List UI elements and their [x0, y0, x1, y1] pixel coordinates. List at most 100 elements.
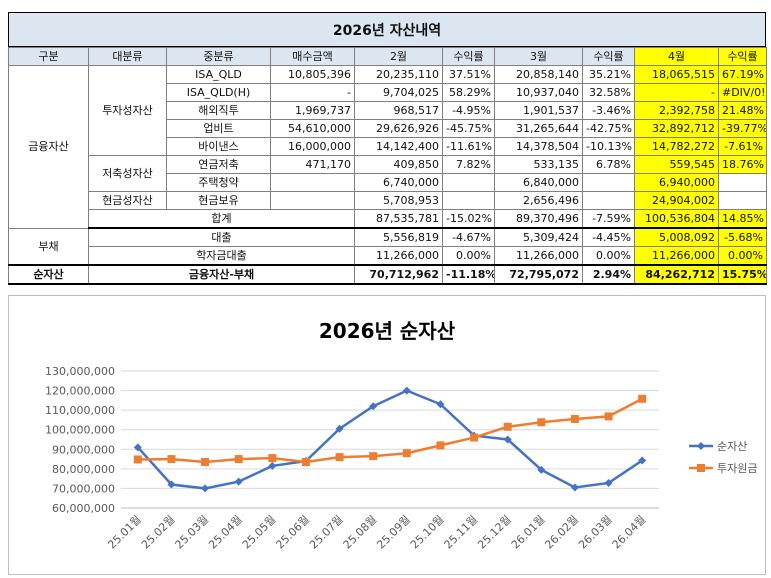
feb-cell[interactable]: 6,740,000: [354, 173, 443, 192]
mar-rate-cell[interactable]: [582, 191, 635, 210]
mar-rate-cell[interactable]: 0.00%: [582, 246, 635, 266]
apr-rate-cell[interactable]: #DIV/0!: [718, 83, 767, 102]
data-point[interactable]: [436, 441, 445, 450]
mar-cell[interactable]: 14,378,504: [494, 137, 583, 156]
data-point[interactable]: [537, 418, 546, 427]
data-point[interactable]: [436, 400, 445, 409]
data-point[interactable]: [301, 458, 310, 467]
feb-cell[interactable]: 409,850: [354, 155, 443, 174]
header-cell[interactable]: 3월: [494, 47, 583, 66]
data-point[interactable]: [234, 455, 243, 464]
mar-cell[interactable]: 6,840,000: [494, 173, 583, 192]
apr-rate-cell[interactable]: [718, 173, 767, 192]
feb-rate-cell[interactable]: -4.95%: [442, 101, 495, 120]
data-point[interactable]: [470, 433, 479, 442]
mar-rate-cell[interactable]: 2.94%: [582, 264, 635, 285]
data-point[interactable]: [503, 435, 512, 444]
feb-rate-cell[interactable]: 0.00%: [442, 246, 495, 266]
feb-rate-cell[interactable]: -4.67%: [442, 227, 495, 247]
mar-rate-cell[interactable]: 6.78%: [582, 155, 635, 174]
item-name[interactable]: ISA_QLD: [166, 65, 271, 84]
apr-rate-cell[interactable]: -7.61%: [718, 137, 767, 156]
mar-cell[interactable]: 11,266,000: [494, 246, 583, 266]
data-point[interactable]: [570, 483, 579, 492]
apr-cell[interactable]: -: [634, 83, 719, 102]
apr-cell[interactable]: 84,262,712: [634, 264, 719, 285]
data-point[interactable]: [604, 478, 613, 487]
feb-rate-cell[interactable]: -11.61%: [442, 137, 495, 156]
feb-cell[interactable]: 29,626,926: [354, 119, 443, 138]
group-net[interactable]: 순자산: [8, 264, 89, 285]
feb-rate-cell[interactable]: -45.75%: [442, 119, 495, 138]
apr-rate-cell[interactable]: 21.48%: [718, 101, 767, 120]
feb-cell[interactable]: 5,556,819: [354, 227, 443, 247]
apr-cell[interactable]: 11,266,000: [634, 246, 719, 266]
apr-cell[interactable]: 24,904,002: [634, 191, 719, 210]
apr-cell[interactable]: 2,392,758: [634, 101, 719, 120]
mar-cell[interactable]: 10,937,040: [494, 83, 583, 102]
data-point[interactable]: [369, 452, 378, 461]
group-cash[interactable]: 현금성자산: [88, 191, 167, 210]
data-point[interactable]: [335, 424, 344, 433]
data-point[interactable]: [133, 455, 142, 464]
data-point[interactable]: [201, 484, 210, 493]
legend-item[interactable]: 순자산: [689, 440, 747, 453]
header-cell[interactable]: 구분: [8, 47, 89, 66]
data-point[interactable]: [503, 422, 512, 431]
item-name[interactable]: 주택청약: [166, 173, 271, 192]
feb-cell[interactable]: 14,142,400: [354, 137, 443, 156]
header-cell[interactable]: 수익률: [582, 47, 635, 66]
mar-rate-cell[interactable]: -7.59%: [582, 209, 635, 229]
mar-rate-cell[interactable]: -10.13%: [582, 137, 635, 156]
feb-cell[interactable]: 70,712,962: [354, 264, 443, 285]
mar-cell[interactable]: 89,370,496: [494, 209, 583, 229]
buy-cell[interactable]: -: [270, 83, 355, 102]
apr-cell[interactable]: 559,545: [634, 155, 719, 174]
buy-cell[interactable]: 16,000,000: [270, 137, 355, 156]
apr-rate-cell[interactable]: -39.77%: [718, 119, 767, 138]
mar-cell[interactable]: 533,135: [494, 155, 583, 174]
item-name[interactable]: 현금보유: [166, 191, 271, 210]
buy-cell[interactable]: [270, 191, 355, 210]
data-point[interactable]: [604, 412, 613, 421]
feb-cell[interactable]: 11,266,000: [354, 246, 443, 266]
buy-cell[interactable]: 1,969,737: [270, 101, 355, 120]
feb-cell[interactable]: 20,235,110: [354, 65, 443, 84]
feb-cell[interactable]: 9,704,025: [354, 83, 443, 102]
mar-rate-cell[interactable]: [582, 173, 635, 192]
net-asset-chart[interactable]: 2026년 순자산 60,000,000 70,000,000 80,000,000…: [8, 295, 766, 575]
apr-cell[interactable]: 14,782,272: [634, 137, 719, 156]
item-name[interactable]: 해외직투: [166, 101, 271, 120]
data-point[interactable]: [402, 386, 411, 395]
header-cell[interactable]: 중분류: [166, 47, 271, 66]
apr-cell[interactable]: 100,536,804: [634, 209, 719, 229]
item-name[interactable]: 바이낸스: [166, 137, 271, 156]
mar-cell[interactable]: 2,656,496: [494, 191, 583, 210]
apr-cell[interactable]: 32,892,712: [634, 119, 719, 138]
item-name[interactable]: 연금저축: [166, 155, 271, 174]
feb-rate-cell[interactable]: 37.51%: [442, 65, 495, 84]
header-cell[interactable]: 수익률: [718, 47, 767, 66]
item-name[interactable]: 업비트: [166, 119, 271, 138]
data-point[interactable]: [268, 454, 277, 463]
data-point[interactable]: [133, 443, 142, 452]
buy-cell[interactable]: [270, 173, 355, 192]
data-point[interactable]: [234, 477, 243, 486]
feb-cell[interactable]: 968,517: [354, 101, 443, 120]
data-point[interactable]: [638, 456, 647, 465]
data-point[interactable]: [402, 449, 411, 458]
apr-rate-cell[interactable]: 14.85%: [718, 209, 767, 229]
mar-rate-cell[interactable]: 35.21%: [582, 65, 635, 84]
apr-cell[interactable]: 5,008,092: [634, 227, 719, 247]
group-growth[interactable]: 투자성자산: [88, 65, 167, 156]
item-name[interactable]: 학자금대출: [88, 246, 355, 266]
item-name[interactable]: ISA_QLD(H): [166, 83, 271, 102]
header-cell[interactable]: 대분류: [88, 47, 167, 66]
mar-cell[interactable]: 1,901,537: [494, 101, 583, 120]
header-cell[interactable]: 2월: [354, 47, 443, 66]
group-financial[interactable]: 금융자산: [8, 65, 89, 229]
total-label[interactable]: 합계: [88, 209, 355, 229]
apr-rate-cell[interactable]: 18.76%: [718, 155, 767, 174]
apr-rate-cell[interactable]: 0.00%: [718, 246, 767, 266]
data-point[interactable]: [537, 465, 546, 474]
